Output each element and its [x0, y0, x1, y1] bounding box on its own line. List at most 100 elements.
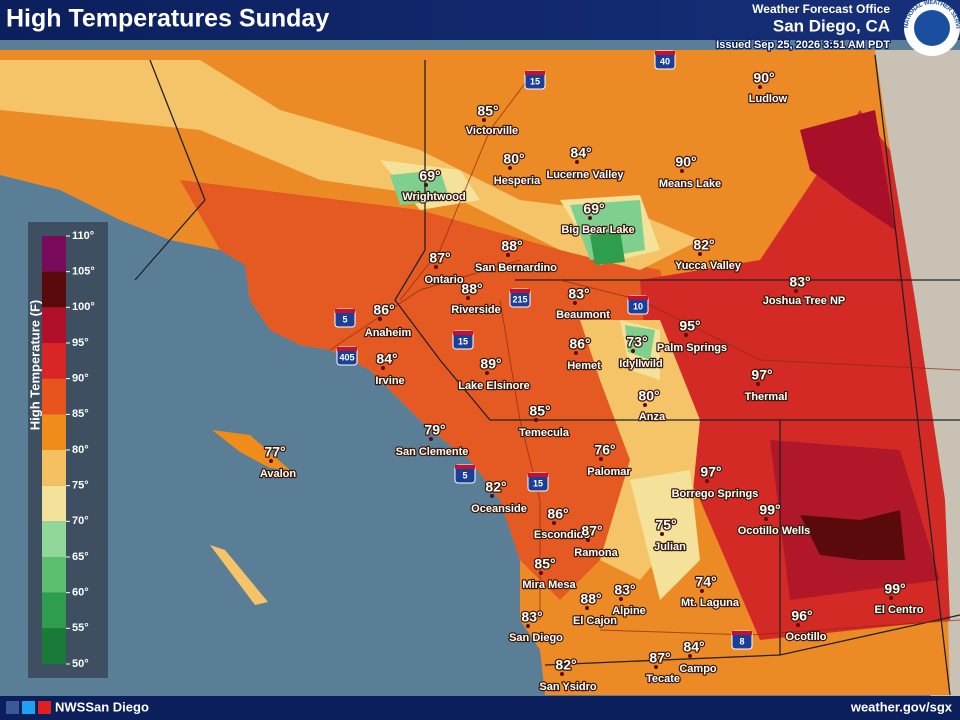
legend-swatch	[42, 628, 66, 664]
city-dot	[758, 85, 762, 89]
city-temp: 96°	[791, 608, 812, 624]
city-name: Ocotillo	[786, 631, 827, 643]
highway-shield-top	[628, 296, 648, 300]
county-lines	[134, 54, 960, 696]
city-dot	[575, 160, 579, 164]
city-dot	[429, 437, 433, 441]
city-dot	[585, 606, 589, 610]
city-temp: 82°	[555, 657, 576, 673]
city-dot	[599, 457, 603, 461]
city-temp: 73°	[626, 334, 647, 350]
city-name: San Ysidro	[539, 681, 597, 693]
city-temp: 83°	[521, 609, 542, 625]
highway-label: 8	[739, 636, 744, 646]
very-hot-zone	[800, 110, 895, 230]
legend-swatch	[42, 343, 66, 379]
city-temp: 80°	[503, 151, 524, 167]
desert-outside	[860, 50, 960, 700]
highways: 15 40 10 5 405 215 15 5 15 8	[334, 50, 753, 650]
city-dot	[794, 289, 798, 293]
city-name: Escondido	[534, 529, 591, 541]
city-name: El Centro	[875, 604, 924, 616]
city-name: Mira Mesa	[522, 579, 576, 591]
city-dot	[560, 672, 564, 676]
city-temp: 99°	[884, 581, 905, 597]
city-dot	[889, 596, 893, 600]
legend-label: 65°	[72, 551, 89, 563]
city-dot	[654, 665, 658, 669]
highway-shield-top	[453, 331, 473, 335]
city-dot	[269, 459, 273, 463]
legend-swatch	[42, 414, 66, 450]
city-name: Anza	[639, 411, 666, 423]
city-dot	[764, 517, 768, 521]
city-name: Palm Springs	[657, 342, 727, 354]
city-dot	[586, 538, 590, 542]
legend-label: 105°	[72, 266, 95, 278]
city-dot	[574, 351, 578, 355]
city-temp: 86°	[373, 302, 394, 318]
location: San Diego, CA	[773, 16, 890, 35]
city-dot	[526, 624, 530, 628]
legend-swatch	[42, 485, 66, 522]
city-temp: 87°	[649, 650, 670, 666]
legend-swatch	[42, 271, 66, 308]
city-dot	[700, 589, 704, 593]
city-temp: 76°	[594, 442, 615, 458]
city-name: Avalon	[260, 468, 297, 480]
city-temp: 82°	[485, 479, 506, 495]
legend-swatch	[42, 378, 66, 415]
city-temp: 86°	[547, 506, 568, 522]
city-temp: 86°	[569, 336, 590, 352]
city-dot	[466, 296, 470, 300]
title: High Temperatures Sunday	[6, 5, 329, 33]
city-temp: 88°	[461, 281, 482, 297]
mountain-belt	[0, 60, 700, 580]
city-name: Alpine	[612, 605, 646, 617]
city-temp: 85°	[534, 556, 555, 572]
city-dot	[434, 265, 438, 269]
highway-label: 10	[633, 301, 643, 311]
legend-label: 90°	[72, 373, 89, 385]
website: weather.gov/sgx	[850, 699, 953, 714]
city-name: Victorville	[466, 125, 518, 137]
city-temp: 97°	[700, 464, 721, 480]
youtube-icon	[38, 701, 51, 714]
city-name: Campo	[679, 663, 717, 675]
city-name: Idyllwild	[619, 358, 662, 370]
city-temp: 83°	[568, 286, 589, 302]
city-name: Ontario	[424, 274, 463, 286]
facebook-icon	[6, 701, 19, 714]
city-name: Temecula	[519, 427, 570, 439]
legend-swatch	[42, 557, 66, 593]
city-name: Beaumont	[556, 309, 610, 321]
highway-shield-top	[455, 465, 475, 469]
city-dot	[698, 252, 702, 256]
city-name: Big Bear Lake	[561, 224, 634, 236]
city-name: San Diego	[509, 632, 563, 644]
city-dot	[631, 349, 635, 353]
legend-swatch	[42, 521, 66, 557]
city-name: Oceanside	[471, 503, 527, 515]
city-dot	[508, 166, 512, 170]
city-name: San Clemente	[396, 446, 469, 458]
city-temp: 85°	[477, 103, 498, 119]
city-temp: 90°	[753, 70, 774, 86]
city-name: Joshua Tree NP	[763, 295, 846, 307]
city-dot	[643, 403, 647, 407]
city-temp: 95°	[679, 318, 700, 334]
highway-label: 405	[339, 352, 354, 362]
city-temp: 88°	[580, 591, 601, 607]
city-name: Yucca Valley	[675, 260, 742, 272]
highway-label: 215	[512, 294, 527, 304]
island	[210, 545, 268, 605]
city-name: Means Lake	[659, 178, 721, 190]
city-name: Borrego Springs	[672, 488, 759, 500]
legend-swatch	[42, 236, 66, 272]
highway-shield-top	[337, 347, 357, 351]
cool-zone	[380, 160, 700, 600]
city-dot	[506, 253, 510, 257]
legend-label: 55°	[72, 622, 89, 634]
city-temp: 87°	[429, 250, 450, 266]
